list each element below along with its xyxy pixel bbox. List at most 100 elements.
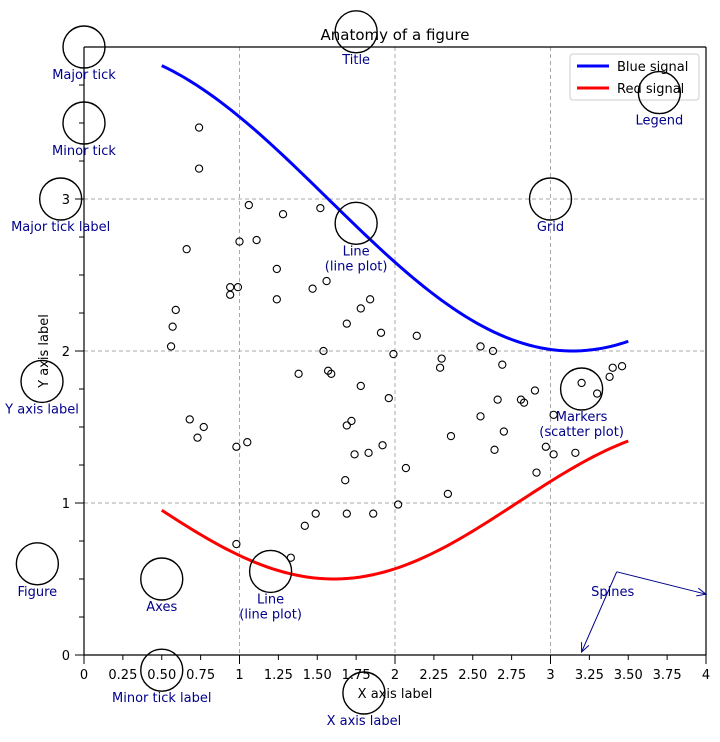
annotation-major-tick: Major tick [52, 25, 116, 83]
annotation-circle [15, 542, 60, 586]
annotation-label-line: Major tick [52, 68, 116, 83]
spine-arrow [581, 571, 618, 653]
annotation-label-line: X axis label [327, 714, 402, 729]
annotation-label-line: Axes [146, 600, 177, 615]
scatter-point [232, 539, 241, 549]
scatter-point [308, 284, 317, 293]
annotation-label-line: Markers [556, 410, 608, 425]
scatter-point [342, 421, 351, 430]
scatter-point [356, 381, 365, 391]
scatter-point [194, 123, 204, 132]
scatter-point [182, 245, 191, 254]
annotation-circle [334, 10, 378, 54]
scatter-point [364, 448, 373, 457]
scatter-point [244, 200, 253, 210]
y-tick-label: 2 [62, 345, 70, 360]
annotation-label-line: Y axis label [4, 402, 79, 417]
scatter-point [327, 369, 336, 378]
scatter-point [401, 463, 411, 473]
annotation-label: Legend [635, 114, 683, 129]
annotation-y-axis-label: Y axis label [4, 359, 79, 417]
scatter-point [476, 342, 485, 351]
annotation-label: Line (line plot) [239, 592, 302, 622]
annotation-label-line: (scatter plot) [539, 425, 624, 440]
scatter-point [252, 235, 261, 245]
x-minor-tick-label: 0.75 [186, 668, 215, 683]
annotation-circle [637, 70, 682, 115]
annotations: Major tick Minor tick Major tick label Titl… [4, 10, 708, 729]
scatter-point [311, 509, 320, 518]
annotation-label-line: Line [343, 244, 370, 259]
x-tick-label: 2 [391, 668, 399, 683]
scatter-point [166, 342, 176, 351]
annotation-spines: Spines [581, 571, 708, 654]
scatter-point [341, 476, 350, 485]
annotation-axes: Axes [140, 557, 184, 615]
annotation-circle [140, 648, 184, 692]
legend-entry: Red signal [617, 82, 684, 97]
annotation-legend: Legend [635, 70, 683, 129]
annotation-circle [559, 367, 604, 411]
annotation-circle [528, 177, 573, 221]
scatter-point [342, 509, 351, 518]
scatter-point [577, 378, 586, 388]
annotation-circle [20, 359, 64, 404]
annotation-label-line: Line [257, 592, 284, 607]
x-axis-label: X axis label [358, 687, 433, 702]
spine-arrowhead [696, 587, 708, 597]
annotation-label-line: Minor tick [52, 144, 116, 159]
scatter-point [541, 442, 550, 451]
scatter-point [316, 203, 325, 213]
scatter-point [384, 393, 393, 403]
scatter-point [294, 369, 303, 378]
annotation-label: Y axis label [4, 402, 79, 417]
annotation-label: Line (line plot) [325, 244, 388, 274]
annotation-minor-tick: Minor tick [52, 101, 116, 159]
scatter-point [476, 412, 485, 421]
annotation-line-blue: Line (line plot) [325, 201, 388, 274]
x-minor-tick-label: 1.50 [303, 668, 332, 683]
annotation-label: Minor tick label [112, 691, 211, 706]
scatter-point [608, 363, 617, 372]
scatter-point [347, 416, 356, 426]
x-minor-tick-label: 2.25 [419, 668, 448, 683]
scatter-point [571, 448, 580, 457]
spine-arrowhead [581, 642, 590, 654]
annotation-label-line: Title [341, 53, 370, 68]
annotation-label-line: Minor tick label [112, 691, 211, 706]
annotation-major-tick-label: Major tick label [11, 177, 110, 235]
annotation-circle [334, 201, 378, 246]
x-tick-label: 1 [235, 668, 243, 683]
scatter-point [490, 445, 499, 454]
annotation-label-line: (line plot) [239, 607, 302, 622]
annotation-label: Major tick label [11, 220, 110, 235]
annotation-label: Spines [591, 585, 634, 600]
scatter-markers [166, 123, 627, 562]
scatter-point [446, 431, 456, 441]
annotation-label: Markers (scatter plot) [539, 410, 624, 440]
x-minor-tick-label: 2.50 [458, 668, 487, 683]
annotation-label-line: Figure [17, 585, 57, 600]
x-tick-label: 4 [702, 668, 710, 683]
annotation-minor-tick-label: Minor tick label [112, 648, 211, 706]
scatter-point [376, 328, 386, 337]
x-minor-tick-label: 0.25 [108, 668, 137, 683]
scatter-point [389, 349, 398, 359]
scatter-point [226, 290, 235, 299]
annotation-label-line: Major tick label [11, 220, 110, 235]
scatter-point [365, 295, 375, 304]
scatter-point [393, 500, 403, 509]
annotation-label: Title [341, 53, 370, 68]
annotation-label-line: (line plot) [325, 259, 388, 274]
y-tick-label: 1 [62, 497, 70, 512]
annotation-label: X axis label [327, 714, 402, 729]
x-minor-tick-label: 3.75 [653, 668, 682, 683]
scatter-point [532, 468, 541, 477]
series-line-red-signal [160, 439, 629, 581]
annotation-grid: Grid [528, 177, 573, 235]
scatter-point [300, 521, 309, 530]
scatter-point [605, 372, 614, 381]
scatter-point [499, 427, 508, 436]
annotation-circle [248, 549, 293, 594]
